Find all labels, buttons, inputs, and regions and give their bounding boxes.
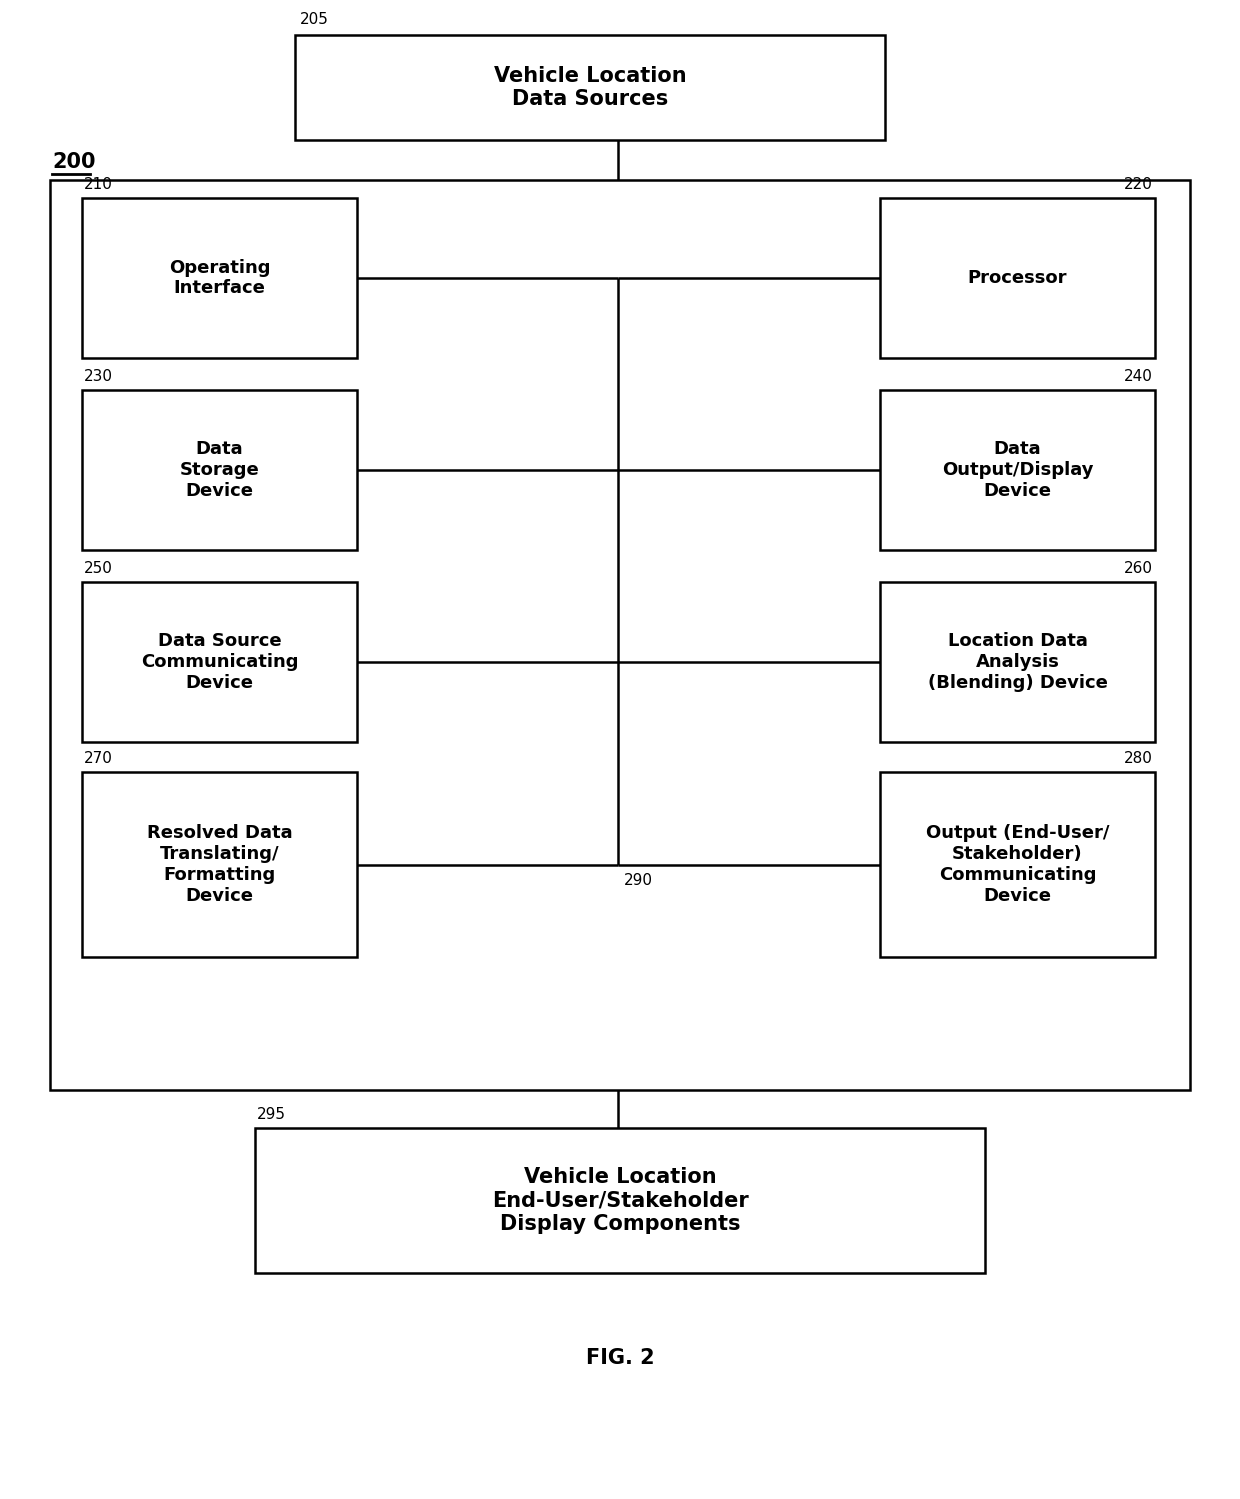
FancyBboxPatch shape — [82, 198, 357, 358]
Text: 205: 205 — [300, 12, 329, 27]
Text: Output (End-User/
Stakeholder)
Communicating
Device: Output (End-User/ Stakeholder) Communica… — [926, 824, 1110, 905]
Text: 270: 270 — [84, 751, 113, 766]
Text: Vehicle Location
Data Sources: Vehicle Location Data Sources — [494, 66, 686, 109]
FancyBboxPatch shape — [295, 34, 885, 139]
FancyBboxPatch shape — [880, 198, 1154, 358]
FancyBboxPatch shape — [880, 390, 1154, 550]
Text: 230: 230 — [84, 369, 113, 384]
Text: Processor: Processor — [967, 268, 1068, 286]
Text: 200: 200 — [52, 151, 95, 172]
Text: FIG. 2: FIG. 2 — [585, 1348, 655, 1369]
FancyBboxPatch shape — [82, 582, 357, 742]
FancyBboxPatch shape — [255, 1129, 985, 1273]
Text: Data
Storage
Device: Data Storage Device — [180, 441, 259, 499]
Text: 240: 240 — [1125, 369, 1153, 384]
Text: Data Source
Communicating
Device: Data Source Communicating Device — [141, 633, 299, 693]
Text: Vehicle Location
End-User/Stakeholder
Display Components: Vehicle Location End-User/Stakeholder Di… — [491, 1168, 749, 1234]
FancyBboxPatch shape — [880, 582, 1154, 742]
Text: Resolved Data
Translating/
Formatting
Device: Resolved Data Translating/ Formatting De… — [146, 824, 293, 905]
Text: 220: 220 — [1125, 177, 1153, 192]
Text: 260: 260 — [1123, 561, 1153, 576]
Text: 290: 290 — [624, 872, 653, 887]
FancyBboxPatch shape — [50, 180, 1190, 1090]
Text: Data
Output/Display
Device: Data Output/Display Device — [941, 441, 1094, 499]
FancyBboxPatch shape — [880, 772, 1154, 956]
Text: Location Data
Analysis
(Blending) Device: Location Data Analysis (Blending) Device — [928, 633, 1107, 693]
FancyBboxPatch shape — [82, 390, 357, 550]
FancyBboxPatch shape — [82, 772, 357, 956]
Text: 210: 210 — [84, 177, 113, 192]
Text: Operating
Interface: Operating Interface — [169, 259, 270, 297]
Text: 280: 280 — [1125, 751, 1153, 766]
Text: 250: 250 — [84, 561, 113, 576]
Text: 295: 295 — [257, 1106, 286, 1121]
